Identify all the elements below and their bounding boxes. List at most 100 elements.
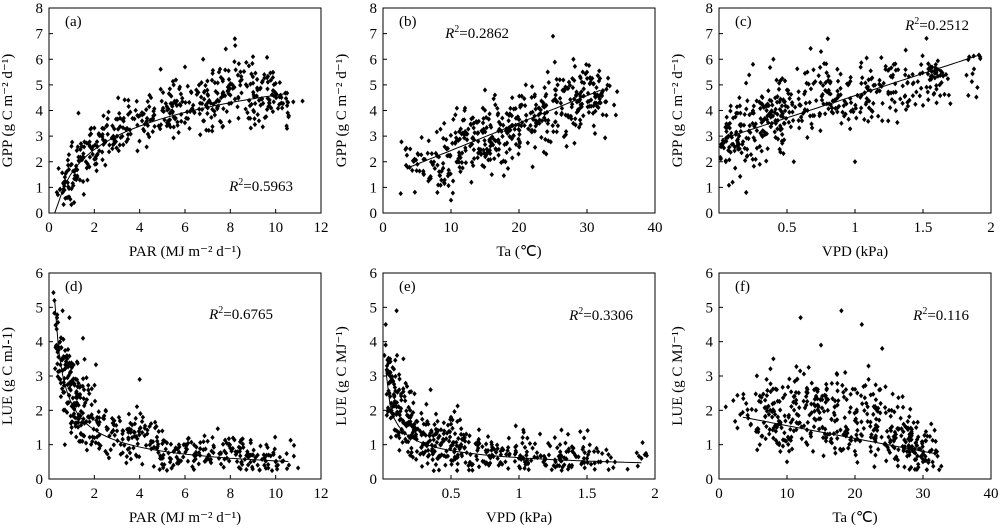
data-point [519,93,524,99]
data-point [265,79,271,85]
data-point [100,131,105,138]
data-point [133,415,138,422]
data-point [546,79,551,86]
data-point [388,369,393,375]
data-point [419,410,424,416]
x-tick-label: 8 [227,486,235,502]
data-point [864,99,869,105]
data-point [397,447,402,453]
data-point [559,467,564,474]
data-point [185,458,191,464]
data-point [925,433,930,439]
data-point [964,72,969,78]
data-point [744,189,749,196]
data-point [935,66,941,73]
data-point [845,430,850,436]
data-point [433,426,439,432]
data-point [605,75,611,81]
data-point [226,68,231,74]
data-point [755,447,760,453]
data-point [767,97,772,103]
data-point [218,450,223,456]
data-point [747,123,752,129]
data-point [536,120,541,126]
data-point [888,90,894,96]
x-tick-label: 2 [987,220,995,236]
x-tick-label: 10 [780,486,795,502]
data-point [456,149,462,156]
data-point [835,402,840,408]
data-point [68,362,73,368]
data-point [735,392,740,398]
data-point [515,114,521,120]
data-point [927,433,933,440]
data-point [139,418,145,425]
data-point [94,168,99,174]
y-tick-label: 2 [370,155,378,171]
data-point [735,425,740,431]
data-point [809,125,815,131]
data-point [818,48,824,55]
data-point [581,455,587,462]
data-point [506,118,511,124]
data-point [778,149,783,155]
data-point [771,356,776,362]
data-point [872,403,878,410]
data-point [850,107,855,113]
data-point [841,113,847,119]
data-point [915,419,920,425]
data-point [418,451,423,457]
data-point [180,99,185,105]
data-point [441,431,446,437]
data-point [78,413,83,419]
data-point [830,110,836,116]
data-point [519,123,524,129]
data-point [463,147,468,154]
data-point [877,387,882,393]
data-point [101,413,107,419]
data-point [565,431,571,437]
data-point [848,405,853,411]
data-point [802,89,808,95]
data-point [740,409,745,415]
data-point [770,386,776,392]
data-point [64,169,69,175]
data-point [797,420,802,426]
data-point [249,71,254,77]
data-point [201,96,207,102]
data-point [183,449,188,455]
data-point [471,120,476,126]
data-point [215,90,220,96]
data-point [782,413,787,419]
data-point [73,423,78,429]
data-point [191,466,197,473]
data-point [265,86,270,92]
data-point [566,448,571,454]
data-point [773,437,779,444]
data-point [137,376,142,383]
data-point [735,139,741,145]
data-point [581,435,587,441]
data-point [762,397,768,403]
x-axis-label: VPD (kPa) [486,510,552,526]
data-point [100,137,106,143]
data-point [73,163,79,169]
data-point [73,434,79,440]
data-point [868,76,874,82]
data-point [541,115,547,121]
data-point [780,443,786,449]
data-point [429,151,435,157]
data-point [732,418,738,424]
data-point [820,435,826,441]
data-point [145,427,150,433]
data-point [812,408,817,414]
x-tick-label: 6 [181,486,189,502]
data-point [866,105,872,111]
data-point [232,84,237,90]
y-tick-label: 2 [36,403,44,419]
data-point [772,129,777,135]
data-point [608,454,614,461]
data-point [916,434,921,440]
data-point [505,165,511,172]
data-point [797,102,802,108]
